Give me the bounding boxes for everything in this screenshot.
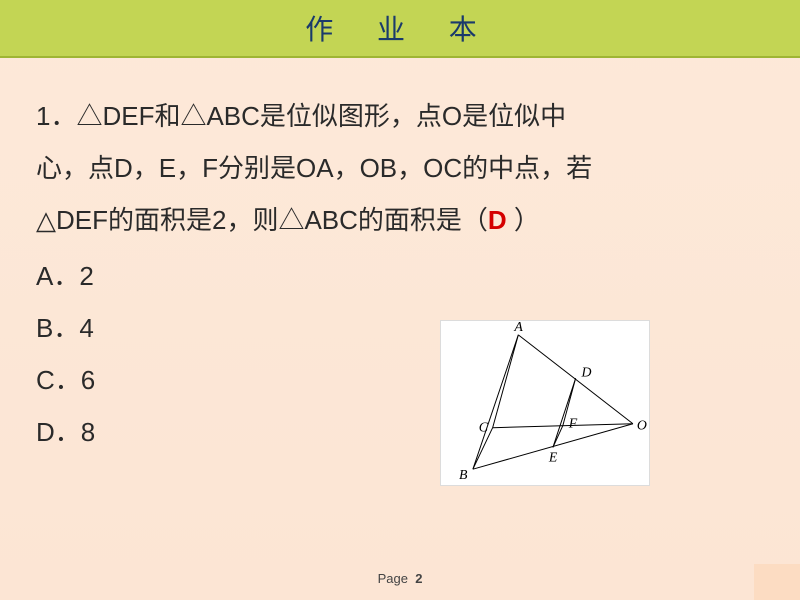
corner-decoration (754, 564, 800, 600)
svg-text:C: C (479, 420, 489, 435)
content-area: 1．△DEF和△ABC是位似图形，点O是位似中 心，点D，E，F分别是OA，OB… (0, 58, 800, 458)
question-line3-post: ） (507, 205, 540, 235)
question-text: 1．△DEF和△ABC是位似图形，点O是位似中 心，点D，E，F分别是OA，OB… (36, 90, 764, 246)
svg-text:E: E (548, 449, 558, 464)
svg-text:D: D (581, 364, 592, 379)
page-number: 2 (415, 571, 422, 586)
answer-mark: D (488, 205, 507, 235)
header-bar: 作 业 本 (0, 0, 800, 58)
svg-text:B: B (459, 467, 468, 482)
svg-text:A: A (513, 321, 523, 334)
question-number: 1． (36, 101, 76, 131)
question-line3-pre: △DEF的面积是2，则△ABC的面积是（ (36, 205, 488, 235)
page-title: 作 业 本 (305, 8, 495, 48)
option-b: B．4 (36, 302, 764, 354)
option-d: D．8 (36, 406, 764, 458)
svg-text:F: F (568, 416, 578, 431)
geometry-diagram: A B C O D E F (440, 320, 650, 486)
svg-text:O: O (637, 418, 647, 433)
diagram-svg: A B C O D E F (441, 321, 649, 485)
question-line2: 心，点D，E，F分别是OA，OB，OC的中点，若 (36, 153, 592, 183)
page-label: Page (378, 571, 408, 586)
question-line1: △DEF和△ABC是位似图形，点O是位似中 (76, 101, 566, 131)
option-a: A．2 (36, 250, 764, 302)
options-list: A．2 B．4 C．6 D．8 (36, 250, 764, 458)
option-c: C．6 (36, 354, 764, 406)
footer: Page 2 (0, 571, 800, 586)
